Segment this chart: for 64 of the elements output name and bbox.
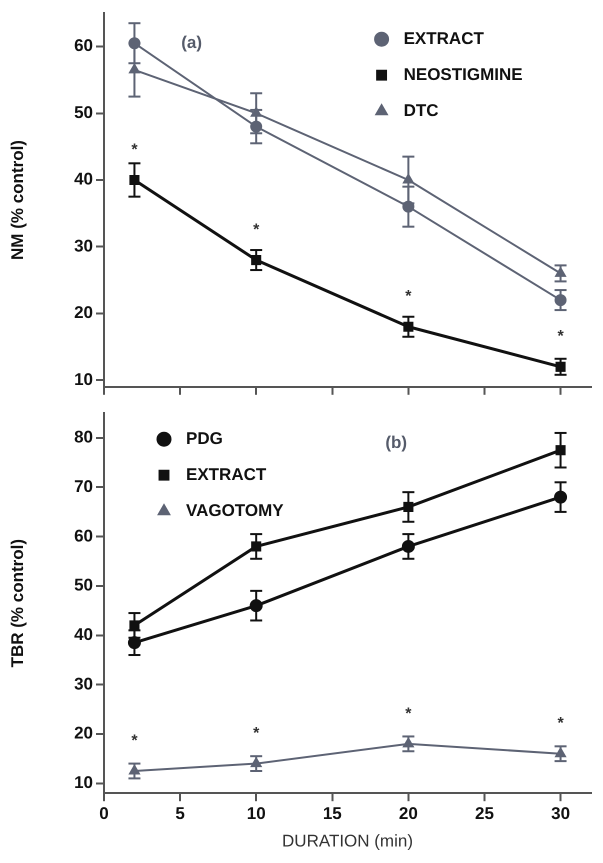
point (403, 738, 414, 748)
point (555, 748, 566, 758)
annotation: (a) (181, 32, 202, 52)
x-tick-label: 25 (475, 804, 494, 824)
point (128, 636, 141, 650)
point (555, 267, 566, 277)
point (250, 758, 262, 768)
point (402, 200, 414, 213)
annotation: * (405, 288, 412, 306)
y-tick-label: 30 (74, 674, 93, 694)
y-axis-title: NM (% control) (8, 140, 27, 260)
point (250, 107, 262, 117)
y-tick-label: 50 (74, 576, 93, 595)
annotation: * (557, 328, 564, 346)
x-axis-title: DURATION (min) (282, 831, 413, 850)
point (402, 540, 415, 553)
annotation: * (253, 724, 260, 742)
legend-label: EXTRACT (186, 464, 267, 484)
y-tick-label: 50 (74, 102, 93, 122)
point (128, 37, 140, 50)
point (403, 174, 414, 184)
x-tick-label: 0 (99, 804, 109, 824)
y-tick-label: 10 (74, 370, 93, 389)
point (251, 255, 262, 266)
point (554, 490, 568, 504)
y-tick-label: 60 (74, 36, 93, 56)
point (129, 620, 140, 630)
y-tick-label: 40 (74, 170, 93, 189)
point (251, 541, 262, 552)
annotation: * (405, 705, 412, 722)
point (403, 322, 414, 332)
legend-label: VAGOTOMY (186, 500, 284, 520)
y-tick-label: 30 (74, 236, 93, 256)
point (129, 174, 140, 186)
y-tick-label: 70 (74, 476, 93, 496)
x-tick-label: 30 (551, 804, 570, 824)
legend-label: EXTRACT (404, 28, 484, 48)
x-tick-label: 5 (175, 804, 185, 824)
annotation: * (557, 715, 564, 732)
y-tick-label: 40 (74, 624, 93, 644)
y-axis-title: TBR (% control) (8, 538, 27, 668)
annotation: (b) (385, 432, 408, 452)
y-tick-label: 60 (74, 526, 93, 546)
y-tick-label: 80 (74, 428, 93, 447)
y-tick-label: 20 (74, 724, 93, 743)
annotation: * (131, 141, 138, 158)
point (250, 599, 263, 612)
point (554, 294, 567, 306)
point (556, 445, 566, 456)
y-tick-label: 20 (74, 303, 93, 322)
x-tick-label: 10 (246, 804, 266, 824)
point (129, 764, 140, 774)
x-tick-label: 15 (322, 804, 342, 824)
legend-label: DTC (404, 100, 439, 120)
x-tick-label: 20 (398, 804, 418, 824)
annotation: * (131, 732, 138, 750)
point (129, 64, 140, 74)
point (250, 120, 262, 133)
point (556, 362, 566, 372)
point (403, 502, 414, 512)
legend-label: PDG (186, 428, 223, 448)
legend-label: NEOSTIGMINE (404, 64, 523, 84)
annotation: * (253, 221, 260, 238)
y-tick-label: 10 (74, 773, 93, 792)
